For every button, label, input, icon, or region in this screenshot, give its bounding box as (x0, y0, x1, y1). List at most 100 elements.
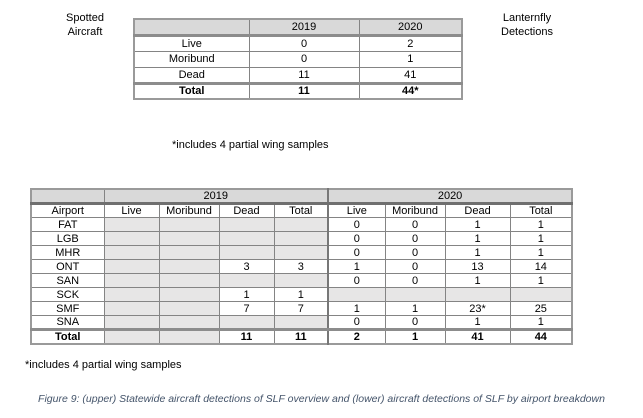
value-cell (327, 287, 386, 302)
value-cell (103, 259, 160, 274)
airport-cell: LGB (30, 231, 105, 246)
table-row-san: SAN 0 0 1 1 (30, 273, 573, 288)
value-cell (218, 245, 275, 260)
value-cell: 0 (384, 245, 446, 260)
value-cell: 1 (327, 301, 386, 316)
value-cell (158, 315, 220, 330)
statewide-summary-table: 2019 2020 Live 0 2 Moribund 0 1 Dead 11 … (133, 18, 463, 100)
col-header-moribund-2019: Moribund (158, 203, 220, 218)
value-cell: 1 (444, 315, 511, 330)
col-header-dead-2020: Dead (444, 203, 511, 218)
table-row-dead: Dead 11 41 (133, 66, 463, 84)
value-cell: 0 (327, 273, 386, 288)
value-cell (103, 245, 160, 260)
row-label: Live (133, 34, 250, 52)
value-cell: 0 (327, 217, 386, 232)
value-cell (158, 217, 220, 232)
row-label: Dead (133, 66, 250, 84)
value-cell: 13 (444, 259, 511, 274)
value-cell (103, 273, 160, 288)
value-cell (218, 315, 275, 330)
value-cell: 0 (327, 245, 386, 260)
value-cell (273, 273, 329, 288)
value-cell: 0 (327, 231, 386, 246)
table-row-sna: SNA 0 0 1 1 (30, 315, 573, 330)
table-row-lgb: LGB 0 0 1 1 (30, 231, 573, 246)
header-cell-2019: 2019 (103, 188, 329, 205)
value-cell (103, 287, 160, 302)
table-row-sck: SCK 1 1 (30, 287, 573, 302)
airport-cell: MHR (30, 245, 105, 260)
value-cell: 1 (273, 287, 329, 302)
value-cell (218, 231, 275, 246)
header-cell-2020: 2020 (358, 18, 463, 37)
value-cell (103, 328, 160, 345)
value-cell: 44* (358, 81, 463, 100)
value-cell: 11 (248, 81, 360, 100)
table-row-total: Total 11 11 2 1 41 44 (30, 328, 573, 345)
value-cell (103, 301, 160, 316)
value-cell: 7 (273, 301, 329, 316)
value-cell: 0 (327, 315, 386, 330)
airport-cell: SCK (30, 287, 105, 302)
value-cell: 2 (327, 328, 386, 345)
value-cell: 0 (384, 231, 446, 246)
value-cell: 25 (509, 301, 573, 316)
value-cell (158, 231, 220, 246)
value-cell: 1 (509, 217, 573, 232)
value-cell: 41 (358, 66, 463, 84)
col-header-dead-2019: Dead (218, 203, 275, 218)
value-cell: 0 (384, 273, 446, 288)
value-cell: 0 (384, 315, 446, 330)
airport-breakdown-table: 2019 2020 Airport Live Moribund Dead Tot… (30, 188, 574, 345)
value-cell: 1 (444, 245, 511, 260)
value-cell: 2 (358, 34, 463, 52)
table-row-mhr: MHR 0 0 1 1 (30, 245, 573, 260)
header-cell-2020: 2020 (327, 188, 573, 205)
value-cell: 11 (248, 66, 360, 84)
column-header-row: Airport Live Moribund Dead Total Live Mo… (30, 203, 573, 218)
airport-cell: FAT (30, 217, 105, 232)
partial-wing-note-upper: *includes 4 partial wing samples (172, 139, 329, 151)
value-cell: 1 (444, 217, 511, 232)
value-cell: 1 (384, 301, 446, 316)
value-cell: 41 (444, 328, 511, 345)
value-cell (273, 245, 329, 260)
value-cell (273, 315, 329, 330)
value-cell: 23* (444, 301, 511, 316)
value-cell: 0 (248, 50, 360, 68)
value-cell (158, 259, 220, 274)
table-row-ont: ONT 3 3 1 0 13 14 (30, 259, 573, 274)
table-row-live: Live 0 2 (133, 34, 463, 52)
value-cell (509, 287, 573, 302)
value-cell: 1 (509, 245, 573, 260)
value-cell (158, 287, 220, 302)
value-cell (444, 287, 511, 302)
value-cell: 1 (384, 328, 446, 345)
value-cell: 1 (218, 287, 275, 302)
value-cell (158, 273, 220, 288)
table-row-smf: SMF 7 7 1 1 23* 25 (30, 301, 573, 316)
value-cell (273, 231, 329, 246)
table-header-row: 2019 2020 (133, 18, 463, 37)
value-cell: 1 (509, 231, 573, 246)
value-cell (103, 315, 160, 330)
value-cell (384, 287, 446, 302)
year-header-row: 2019 2020 (30, 188, 573, 205)
row-label: Total (133, 81, 250, 100)
value-cell: 7 (218, 301, 275, 316)
value-cell (158, 245, 220, 260)
value-cell: 0 (384, 217, 446, 232)
table-row-fat: FAT 0 0 1 1 (30, 217, 573, 232)
col-header-total-2020: Total (509, 203, 573, 218)
col-header-total-2019: Total (273, 203, 329, 218)
col-header-live-2020: Live (327, 203, 386, 218)
value-cell: 14 (509, 259, 573, 274)
col-header-moribund-2020: Moribund (384, 203, 446, 218)
partial-wing-note-lower: *includes 4 partial wing samples (25, 359, 182, 371)
value-cell: 1 (327, 259, 386, 274)
value-cell (103, 217, 160, 232)
airport-cell: SAN (30, 273, 105, 288)
value-cell: 1 (444, 231, 511, 246)
